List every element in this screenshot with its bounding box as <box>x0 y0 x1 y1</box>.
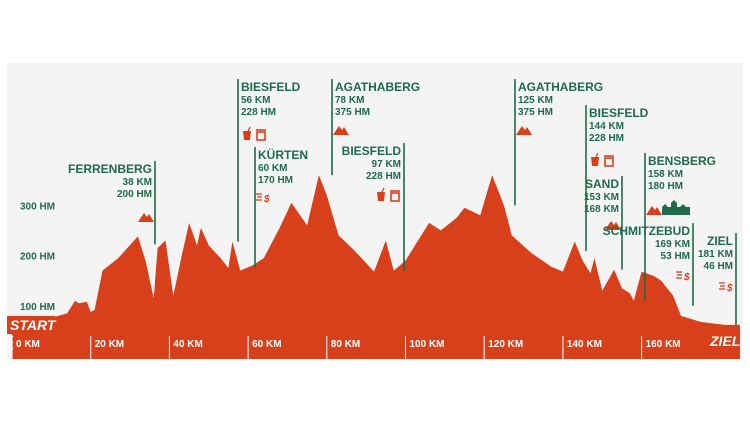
start-flag-box <box>7 316 55 334</box>
y-tick-label: 200 HM <box>20 252 55 263</box>
x-tick-label: 120 KM <box>488 339 523 350</box>
waypoint-hm: 168 KM <box>584 204 619 215</box>
waypoint-km: 60 KM <box>258 163 287 174</box>
waypoint-hm: 228 HM <box>589 133 624 144</box>
finish-label: ZIEL <box>709 333 740 349</box>
y-axis: 100 HM 200 HM 300 HM <box>20 201 55 313</box>
waypoint-km: 153 KM <box>584 192 619 203</box>
x-axis: 0 KM 20 KM 40 KM 60 KM 80 KM 100 KM 120 KM 140 … <box>11 336 681 359</box>
mountain-icon <box>516 126 532 135</box>
start-label: START <box>10 317 57 333</box>
sprint-icon: $ <box>676 271 690 283</box>
drink-icon <box>377 187 385 201</box>
waypoint-name: BIESFELD <box>342 144 402 158</box>
food-icon <box>256 129 266 141</box>
start-hatch-icon <box>6 335 14 355</box>
food-icon <box>390 190 400 202</box>
mountain-icon <box>333 126 349 135</box>
waypoint-name: AGATHABERG <box>335 80 420 94</box>
waypoint-name: ZIEL <box>707 234 733 248</box>
svg-text:$: $ <box>683 272 690 283</box>
x-tick-label: 140 KM <box>567 339 602 350</box>
waypoint-name: BIESFELD <box>589 106 649 120</box>
mountain-icon <box>605 221 621 230</box>
waypoint-hm: 170 HM <box>258 175 293 186</box>
drink-icon <box>243 126 251 140</box>
mountain-icon <box>138 213 154 222</box>
waypoint-km: 56 KM <box>241 95 270 106</box>
waypoint-km: 38 KM <box>123 177 152 188</box>
elevation-profile-area <box>12 175 740 359</box>
waypoint-name: FERRENBERG <box>68 162 152 176</box>
waypoint-hm: 200 HM <box>117 189 152 200</box>
x-tick-label: 80 KM <box>331 339 360 350</box>
waypoint-hm: 46 HM <box>704 261 733 272</box>
drink-icon <box>591 152 599 166</box>
x-tick-label: 40 KM <box>173 339 202 350</box>
waypoint-km: 144 KM <box>589 121 624 132</box>
svg-text:$: $ <box>726 283 733 294</box>
x-tick-label: 20 KM <box>95 339 124 350</box>
waypoint-hm: 228 HM <box>366 171 401 182</box>
waypoint-km: 169 KM <box>655 239 690 250</box>
waypoint-name: BIESFELD <box>241 80 301 94</box>
waypoint-km: 181 KM <box>698 249 733 260</box>
y-tick-label: 100 HM <box>20 302 55 313</box>
waypoint-km: 97 KM <box>372 159 401 170</box>
mountain-icon <box>646 206 662 215</box>
sprint-icon: $ <box>719 282 733 294</box>
waypoint-name: BENSBERG <box>648 154 716 168</box>
waypoint-name: SCHMITZEBUD <box>603 224 691 238</box>
waypoint-hm: 180 HM <box>648 181 683 192</box>
x-tick-label: 100 KM <box>410 339 445 350</box>
start-marker: START <box>6 316 57 355</box>
castle-icon <box>662 200 690 215</box>
waypoint-name: SAND <box>585 177 619 191</box>
waypoint-km: 158 KM <box>648 169 683 180</box>
waypoint-name: KÜRTEN <box>258 147 308 162</box>
y-tick-label: 300 HM <box>20 201 55 212</box>
waypoint-hm: 375 HM <box>518 107 553 118</box>
waypoint-hm: 228 HM <box>241 107 276 118</box>
food-icon <box>604 155 614 167</box>
waypoint-name: AGATHABERG <box>518 80 603 94</box>
x-tick-label: 160 KM <box>646 339 681 350</box>
waypoint-km: 78 KM <box>335 95 364 106</box>
waypoint-km: 125 KM <box>518 95 553 106</box>
waypoint-hm: 375 HM <box>335 107 370 118</box>
waypoint-hm: 53 HM <box>661 251 690 262</box>
sprint-icon: $ <box>256 193 270 205</box>
svg-text:$: $ <box>263 194 270 205</box>
x-tick-label: 60 KM <box>252 339 281 350</box>
x-tick-label: 0 KM <box>16 339 40 350</box>
